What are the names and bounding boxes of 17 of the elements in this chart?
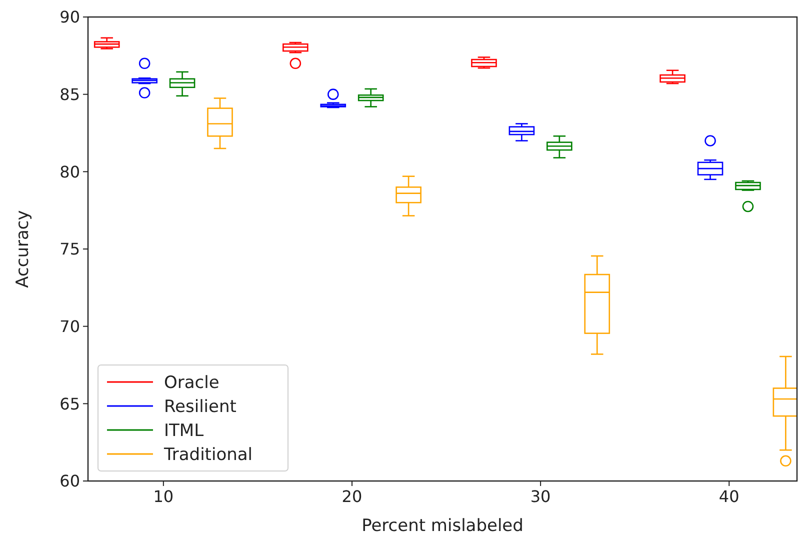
y-tick-label: 70 — [60, 316, 80, 336]
x-tick-label: 30 — [530, 487, 551, 506]
legend-label: Oracle — [164, 372, 220, 393]
legend-label: Resilient — [164, 396, 237, 417]
x-tick-label: 40 — [718, 487, 740, 506]
x-axis-title: Percent mislabeled — [362, 516, 524, 536]
legend-label: ITML — [164, 420, 204, 441]
y-tick-label: 85 — [60, 84, 80, 104]
x-tick-label: 20 — [342, 487, 362, 506]
y-tick-label: 75 — [60, 240, 80, 259]
y-tick-label: 90 — [60, 8, 80, 27]
y-axis-title: Accuracy — [13, 210, 33, 288]
legend-label: Traditional — [163, 444, 253, 465]
x-tick-label: 10 — [153, 487, 174, 506]
y-tick-label: 60 — [60, 472, 80, 491]
y-tick-label: 80 — [60, 162, 80, 182]
y-tick-label: 65 — [60, 394, 80, 414]
